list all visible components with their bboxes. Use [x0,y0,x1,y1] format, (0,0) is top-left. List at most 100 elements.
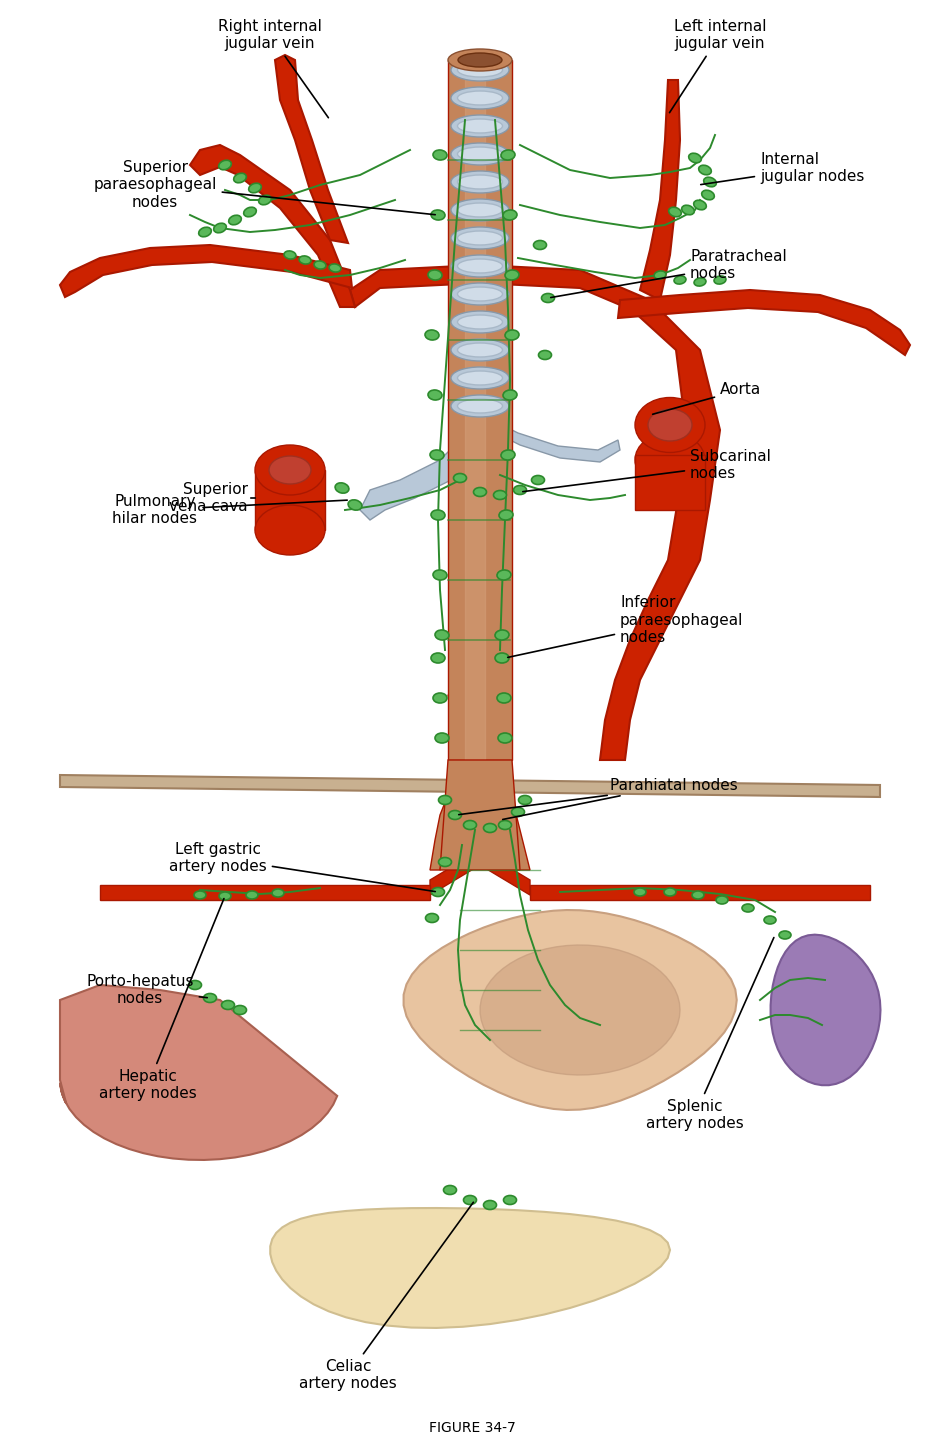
Ellipse shape [635,432,705,488]
Ellipse shape [635,397,705,453]
Polygon shape [618,290,910,355]
Ellipse shape [494,491,507,499]
Ellipse shape [433,150,447,160]
Bar [635,454,705,510]
Ellipse shape [219,893,231,900]
Ellipse shape [430,450,444,460]
Ellipse shape [668,207,682,217]
Ellipse shape [514,485,527,495]
Text: Porto-hepatus
nodes: Porto-hepatus nodes [86,974,208,1006]
Text: Inferior
paraesophageal
nodes: Inferior paraesophageal nodes [508,596,743,658]
Polygon shape [490,419,620,462]
Ellipse shape [431,510,445,520]
Ellipse shape [451,87,509,109]
Ellipse shape [451,143,509,165]
Polygon shape [430,791,530,871]
Ellipse shape [458,399,502,414]
Ellipse shape [335,483,349,494]
Ellipse shape [451,60,509,82]
Ellipse shape [259,195,271,205]
Ellipse shape [234,173,246,183]
Polygon shape [60,775,880,796]
Text: Left internal
jugular vein: Left internal jugular vein [669,19,767,112]
Ellipse shape [699,165,711,175]
Ellipse shape [458,147,502,162]
Ellipse shape [451,395,509,416]
Ellipse shape [228,215,242,224]
Ellipse shape [542,294,554,303]
Ellipse shape [701,191,715,199]
Polygon shape [360,430,490,520]
Ellipse shape [483,824,497,833]
Ellipse shape [213,223,227,233]
Ellipse shape [503,210,517,220]
Ellipse shape [458,314,502,329]
Ellipse shape [431,210,445,220]
Ellipse shape [248,183,261,192]
Ellipse shape [503,390,517,400]
Ellipse shape [533,240,547,249]
Ellipse shape [505,331,519,341]
Ellipse shape [779,930,791,939]
Ellipse shape [474,488,486,496]
Ellipse shape [255,446,325,495]
Ellipse shape [269,456,311,483]
Text: FIGURE 34-7: FIGURE 34-7 [429,1421,515,1436]
Ellipse shape [451,115,509,137]
Polygon shape [404,910,736,1109]
Ellipse shape [682,205,694,215]
Ellipse shape [518,795,531,805]
Ellipse shape [428,269,442,280]
Ellipse shape [531,476,545,485]
Ellipse shape [512,808,525,817]
Ellipse shape [495,652,509,662]
Text: Pulmonary
hilar nodes: Pulmonary hilar nodes [112,494,347,526]
Ellipse shape [458,63,502,77]
Ellipse shape [505,269,519,280]
Ellipse shape [538,351,551,360]
Text: Superior
paraesophageal
nodes: Superior paraesophageal nodes [93,160,435,214]
Ellipse shape [244,207,257,217]
Text: Internal
jugular nodes: Internal jugular nodes [700,151,865,185]
Polygon shape [100,885,430,900]
Polygon shape [60,245,352,297]
Ellipse shape [451,227,509,249]
Ellipse shape [483,1201,497,1210]
Polygon shape [640,80,680,300]
Ellipse shape [439,858,451,866]
Ellipse shape [451,339,509,361]
Ellipse shape [497,569,511,579]
Ellipse shape [329,264,341,272]
Polygon shape [275,55,348,243]
Ellipse shape [272,890,284,897]
Ellipse shape [233,1006,246,1015]
Ellipse shape [348,499,362,510]
Text: Hepatic
artery nodes: Hepatic artery nodes [99,898,224,1101]
Polygon shape [270,1208,670,1328]
Ellipse shape [458,287,502,301]
Ellipse shape [431,652,445,662]
Ellipse shape [464,821,477,830]
Ellipse shape [451,255,509,277]
Ellipse shape [444,1185,457,1194]
Ellipse shape [674,277,686,284]
Ellipse shape [692,891,704,898]
Ellipse shape [634,888,646,895]
Ellipse shape [501,150,515,160]
Ellipse shape [458,90,502,105]
Polygon shape [448,60,512,760]
Ellipse shape [453,473,466,482]
Text: Parahiatal nodes: Parahiatal nodes [503,778,738,820]
Ellipse shape [284,250,296,259]
Ellipse shape [458,259,502,272]
Ellipse shape [194,891,206,898]
Ellipse shape [458,344,502,357]
Ellipse shape [703,178,716,186]
Ellipse shape [204,993,216,1003]
Ellipse shape [464,1195,477,1204]
Polygon shape [480,945,680,1075]
Ellipse shape [458,232,502,245]
Ellipse shape [426,913,439,923]
Ellipse shape [503,1195,516,1204]
Ellipse shape [664,888,676,895]
